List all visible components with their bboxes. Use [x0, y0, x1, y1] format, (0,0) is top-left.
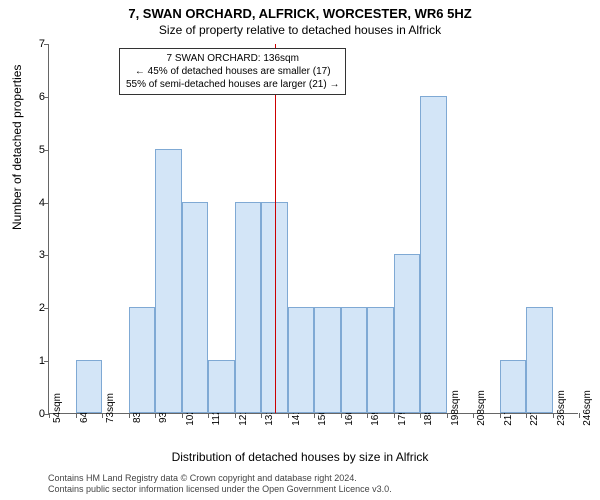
x-tick: 198sqm	[450, 390, 461, 426]
y-tick: 1	[27, 355, 45, 367]
histogram-bar	[129, 307, 156, 413]
histogram-bar	[314, 307, 341, 413]
footer-line-1: Contains HM Land Registry data © Crown c…	[48, 473, 392, 485]
y-tick-mark	[44, 97, 49, 98]
y-tick-mark	[44, 203, 49, 204]
y-tick: 6	[27, 91, 45, 103]
x-tick-mark	[235, 413, 236, 418]
x-tick-mark	[76, 413, 77, 418]
x-tick-mark	[314, 413, 315, 418]
chart-title: 7, SWAN ORCHARD, ALFRICK, WORCESTER, WR6…	[0, 0, 600, 21]
histogram-bar	[182, 202, 209, 413]
x-tick-mark	[473, 413, 474, 418]
x-tick-mark	[341, 413, 342, 418]
x-tick-mark	[288, 413, 289, 418]
x-tick-mark	[579, 413, 580, 418]
x-axis-label: Distribution of detached houses by size …	[0, 450, 600, 464]
x-tick: 208sqm	[476, 390, 487, 426]
y-tick-mark	[44, 44, 49, 45]
plot-region: 0123456754sqm64sqm73sqm83sqm93sqm102sqm1…	[48, 44, 578, 414]
chart-subtitle: Size of property relative to detached ho…	[0, 21, 600, 37]
y-tick: 7	[27, 38, 45, 50]
y-tick-mark	[44, 150, 49, 151]
histogram-bar	[500, 360, 527, 413]
x-tick: 73sqm	[105, 393, 116, 423]
histogram-bar	[394, 254, 421, 413]
x-tick: 236sqm	[556, 390, 567, 426]
histogram-bar	[341, 307, 368, 413]
histogram-bar	[235, 202, 262, 413]
x-tick-mark	[208, 413, 209, 418]
x-tick: 246sqm	[582, 390, 593, 426]
y-tick-mark	[44, 361, 49, 362]
chart-area: 0123456754sqm64sqm73sqm83sqm93sqm102sqm1…	[48, 44, 578, 414]
histogram-bar	[526, 307, 553, 413]
y-axis-label: Number of detached properties	[10, 65, 24, 230]
y-tick: 3	[27, 249, 45, 261]
histogram-bar	[208, 360, 235, 413]
footer-line-2: Contains public sector information licen…	[48, 484, 392, 496]
x-tick-mark	[420, 413, 421, 418]
y-tick-mark	[44, 255, 49, 256]
annot-line: 7 SWAN ORCHARD: 136sqm	[126, 52, 339, 65]
footer-text: Contains HM Land Registry data © Crown c…	[48, 473, 392, 496]
x-tick-mark	[182, 413, 183, 418]
y-tick: 0	[27, 408, 45, 420]
x-tick-mark	[526, 413, 527, 418]
annot-line: ← 45% of detached houses are smaller (17…	[126, 65, 339, 78]
histogram-bar	[261, 202, 288, 413]
x-tick-mark	[129, 413, 130, 418]
x-tick-mark	[447, 413, 448, 418]
x-tick-mark	[367, 413, 368, 418]
x-tick-mark	[394, 413, 395, 418]
histogram-bar	[288, 307, 315, 413]
histogram-bar	[367, 307, 394, 413]
y-tick-mark	[44, 308, 49, 309]
x-tick-mark	[261, 413, 262, 418]
x-tick-mark	[500, 413, 501, 418]
x-tick: 54sqm	[52, 393, 63, 423]
histogram-bar	[76, 360, 103, 413]
y-tick: 2	[27, 302, 45, 314]
x-tick-mark	[155, 413, 156, 418]
reference-line	[275, 44, 276, 413]
y-tick: 5	[27, 144, 45, 156]
x-tick-mark	[102, 413, 103, 418]
x-tick-mark	[49, 413, 50, 418]
y-tick: 4	[27, 197, 45, 209]
annotation-box: 7 SWAN ORCHARD: 136sqm← 45% of detached …	[119, 48, 346, 95]
x-tick-mark	[553, 413, 554, 418]
histogram-bar	[420, 96, 447, 413]
annot-line: 55% of semi-detached houses are larger (…	[126, 78, 339, 91]
histogram-bar	[155, 149, 182, 413]
